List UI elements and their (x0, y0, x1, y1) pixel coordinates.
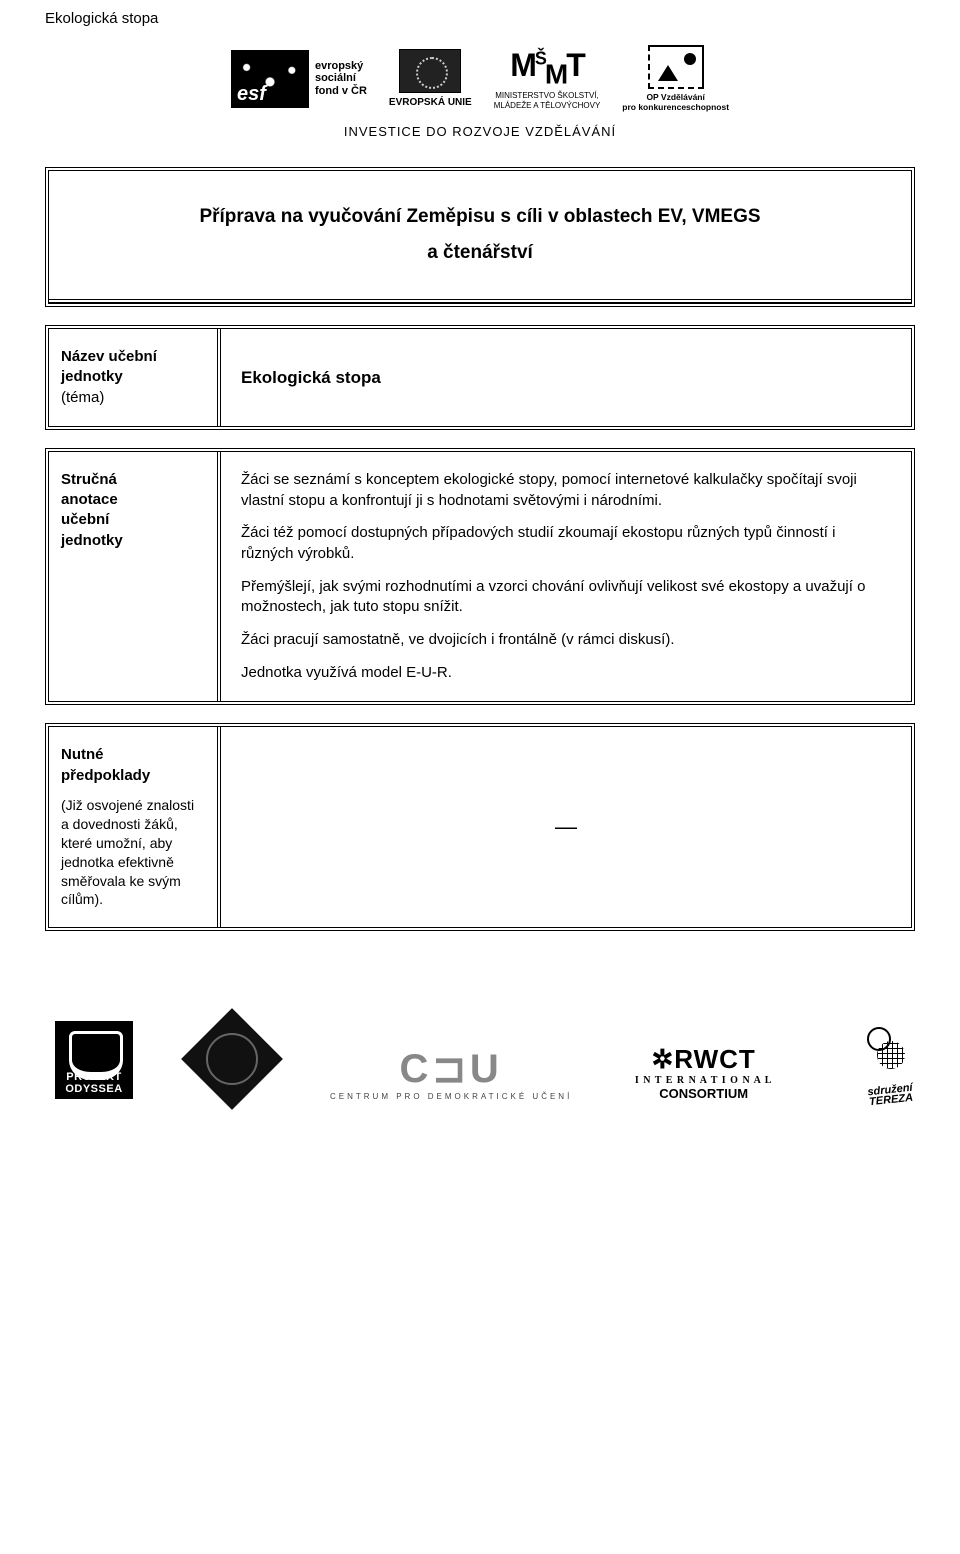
row-anotace: Stručná anotace učební jednotky Žáci se … (45, 448, 915, 706)
op-box-icon (648, 45, 704, 89)
value-predpoklady: — (221, 727, 911, 927)
rwct-sub1: I N T E R N A T I O N A L (635, 1075, 773, 1086)
eu-text: EVROPSKÁ UNIE (389, 97, 472, 108)
projekt-odyssea-logo (55, 1021, 133, 1101)
cdu-sub: CENTRUM PRO DEMOKRATICKÉ UČENÍ (330, 1092, 572, 1101)
esf-logo: evropský sociální fond v ČR (231, 50, 367, 108)
op-line1: OP Vzdělávání (646, 92, 704, 102)
label-anotace-l2: anotace (61, 490, 205, 510)
odyssea-box-icon (55, 1021, 133, 1099)
anotace-p2: Žáci též pomocí dostupných případových s… (241, 523, 891, 564)
label-nazev-l2: jednotky (61, 367, 205, 387)
invest-line: INVESTICE DO ROZVOJE VZDĚLÁVÁNÍ (45, 124, 915, 139)
title-outer-box: Příprava na vyučování Zeměpisu s cíli v … (45, 167, 915, 307)
label-anotace-l1: Stručná (61, 470, 205, 490)
cdu-text: C⊐U (330, 1046, 572, 1092)
label-anotace-l4: jednotky (61, 531, 205, 551)
label-nazev-l1: Název učební (61, 347, 205, 367)
label-nazev: Název učební jednotky (téma) (49, 329, 221, 426)
tereza-icon: sdružení TEREZA (835, 1023, 905, 1101)
esf-flag-icon (231, 50, 309, 108)
row-predpoklady: Nutné předpoklady (Již osvojené znalosti… (45, 723, 915, 931)
eu-logo: EVROPSKÁ UNIE (389, 49, 472, 108)
tereza-logo: sdružení TEREZA (835, 1023, 905, 1101)
title-line2: a čtenářství (73, 235, 887, 271)
anotace-p5: Jednotka využívá model E-U-R. (241, 663, 891, 684)
op-line2: pro konkurenceschopnost (622, 102, 729, 112)
label-predpoklady-l1: Nutné (61, 745, 205, 765)
footer-logo-strip: C⊐U CENTRUM PRO DEMOKRATICKÉ UČENÍ ✲RWCT… (45, 1021, 915, 1101)
row-nazev: Název učební jednotky (téma) Ekologická … (45, 325, 915, 430)
msmt-logo-text: MŠMT (510, 46, 584, 91)
cdu-logo: C⊐U CENTRUM PRO DEMOKRATICKÉ UČENÍ (330, 1046, 572, 1101)
anotace-p3: Přemýšlejí, jak svými rozhodnutími a vzo… (241, 577, 891, 618)
tereza-label: sdružení TEREZA (867, 1083, 914, 1107)
label-predpoklady: Nutné předpoklady (Již osvojené znalosti… (49, 727, 221, 927)
esf-text: evropský sociální fond v ČR (315, 60, 367, 98)
document-title: Ekologická stopa (45, 10, 915, 27)
diamond-icon (181, 1008, 283, 1110)
label-anotace: Stručná anotace učební jednotky (49, 452, 221, 702)
value-nazev: Ekologická stopa (221, 329, 911, 426)
title-line1: Příprava na vyučování Zeměpisu s cíli v … (73, 199, 887, 235)
anotace-p4: Žáci pracují samostatně, ve dvojicích i … (241, 630, 891, 651)
anotace-p1: Žáci se seznámí s konceptem ekologické s… (241, 470, 891, 511)
msmt-logo: MŠMT MINISTERSTVO ŠKOLSTVÍ, MLÁDEŽE A TĚ… (494, 46, 601, 110)
rwct-logo: ✲RWCT I N T E R N A T I O N A L CONSORTI… (635, 1044, 773, 1101)
header-logo-strip: evropský sociální fond v ČR EVROPSKÁ UNI… (45, 45, 915, 112)
label-nazev-l3: (téma) (61, 388, 205, 408)
eu-flag-icon (399, 49, 461, 93)
msmt-line2: MLÁDEŽE A TĚLOVÝCHOVY (494, 101, 601, 111)
msmt-line1: MINISTERSTVO ŠKOLSTVÍ, (495, 91, 599, 101)
value-anotace: Žáci se seznámí s konceptem ekologické s… (221, 452, 911, 702)
lesson-title: Příprava na vyučování Zeměpisu s cíli v … (49, 171, 911, 303)
rwct-sub2: CONSORTIUM (659, 1086, 748, 1101)
label-predpoklady-l2: předpoklady (61, 766, 205, 786)
rwct-text: ✲RWCT (651, 1044, 755, 1075)
clovek-v-tisni-logo (196, 1023, 268, 1101)
op-logo: OP Vzdělávání pro konkurenceschopnost (622, 45, 729, 112)
label-anotace-l3: učební (61, 510, 205, 530)
label-predpoklady-sub: (Již osvojené znalosti a dovednosti žáků… (61, 796, 205, 909)
